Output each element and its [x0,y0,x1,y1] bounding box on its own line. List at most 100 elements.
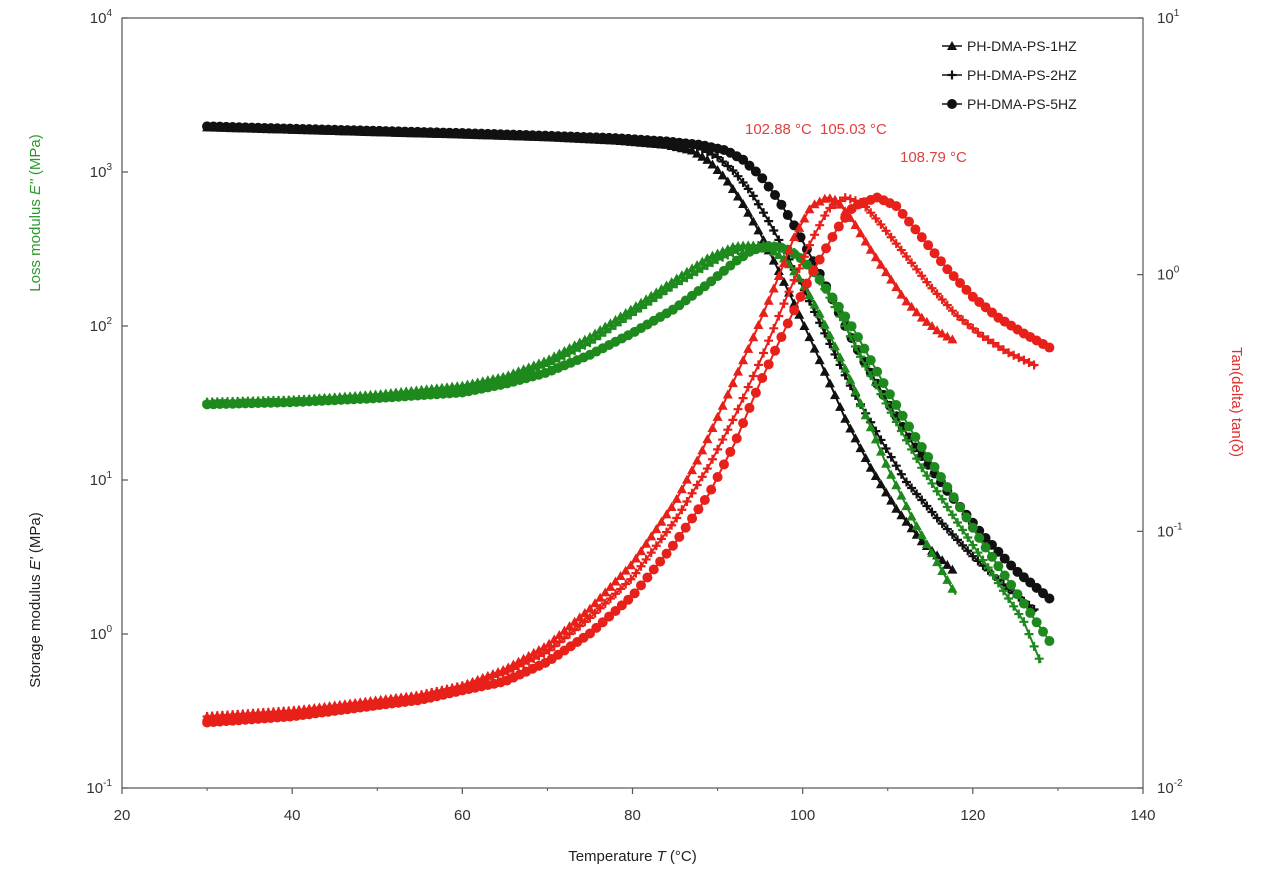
data-point [706,484,717,495]
data-point [821,243,832,254]
data-point [830,200,840,210]
data-point [821,283,832,294]
data-point [1014,353,1024,363]
data-point [881,487,892,497]
data-point [610,320,620,330]
data-point [1044,342,1055,353]
data-point [809,343,820,353]
data-point [886,452,896,462]
data-point [916,312,927,322]
data-point [947,564,958,574]
data-point [911,307,922,317]
data-point [759,348,769,358]
y-left-tick-label: 10-1 [86,778,112,797]
data-point [968,551,978,561]
data-point [738,418,749,429]
data-point [794,263,804,273]
data-point [692,455,703,465]
data-point [702,154,713,164]
data-point [961,284,972,295]
data-point [682,273,692,283]
data-point [937,519,947,529]
data-point [911,521,922,531]
y-axis-title-tan: Tan(delta) tan(δ) [1228,347,1245,457]
data-point [927,507,937,517]
data-point [819,319,830,329]
data-point [687,270,697,280]
data-point [907,483,917,493]
data-point [794,222,805,232]
data-point [759,208,769,218]
data-point [620,565,631,575]
data-point [748,191,758,201]
data-point [580,340,590,350]
data-point [757,372,768,383]
data-point [713,152,723,162]
data-point [958,315,968,325]
data-point [630,553,641,563]
data-point [770,345,781,356]
data-point [850,433,861,443]
data-point [738,393,748,403]
data-point [824,330,835,340]
data-point [932,486,942,496]
data-point [570,625,580,635]
data-point [585,613,595,623]
data-point [891,282,902,292]
data-point [942,264,953,275]
data-point [876,219,886,229]
data-point [748,216,759,226]
data-point [693,504,704,515]
data-point [697,151,708,161]
data-point [875,479,886,489]
data-point [1019,355,1029,365]
data-point [986,551,997,562]
data-point [707,423,718,433]
y-axis-title-storage: Storage modulus E' (MPa) [27,512,44,687]
data-point [744,160,755,171]
data-point [799,252,809,262]
data-point [646,548,656,558]
data-point [901,501,912,511]
data-point [498,669,508,679]
data-point [712,164,723,174]
data-point [564,621,575,631]
data-point [738,355,749,365]
data-point [827,292,838,303]
data-point [947,41,957,50]
data-point [891,417,901,427]
data-point [953,311,963,321]
data-point [692,148,703,158]
data-point [814,355,825,365]
data-point [692,267,702,277]
data-point [942,300,952,310]
y-left-tick-label: 104 [90,8,113,27]
data-point [860,452,871,462]
data-point [763,295,774,305]
data-point [584,603,595,613]
y-left-tick-label: 101 [90,470,113,489]
data-point [656,534,666,544]
data-point [804,204,815,214]
data-point [605,324,615,334]
data-point [948,492,959,503]
data-point [1038,626,1049,637]
data-point [963,546,973,556]
data-point [993,561,1004,572]
data-point [881,226,891,236]
data-point [1006,579,1017,590]
data-point [926,548,937,558]
data-point [713,444,723,454]
data-point [815,318,825,328]
data-point [891,503,902,513]
data-point [554,629,565,639]
data-point [641,554,651,564]
data-point [722,176,733,186]
data-point [702,434,713,444]
data-point [779,299,789,309]
data-point [922,501,932,511]
data-point [932,513,942,523]
data-point [835,352,846,362]
data-point [850,386,861,396]
data-point [699,494,710,505]
